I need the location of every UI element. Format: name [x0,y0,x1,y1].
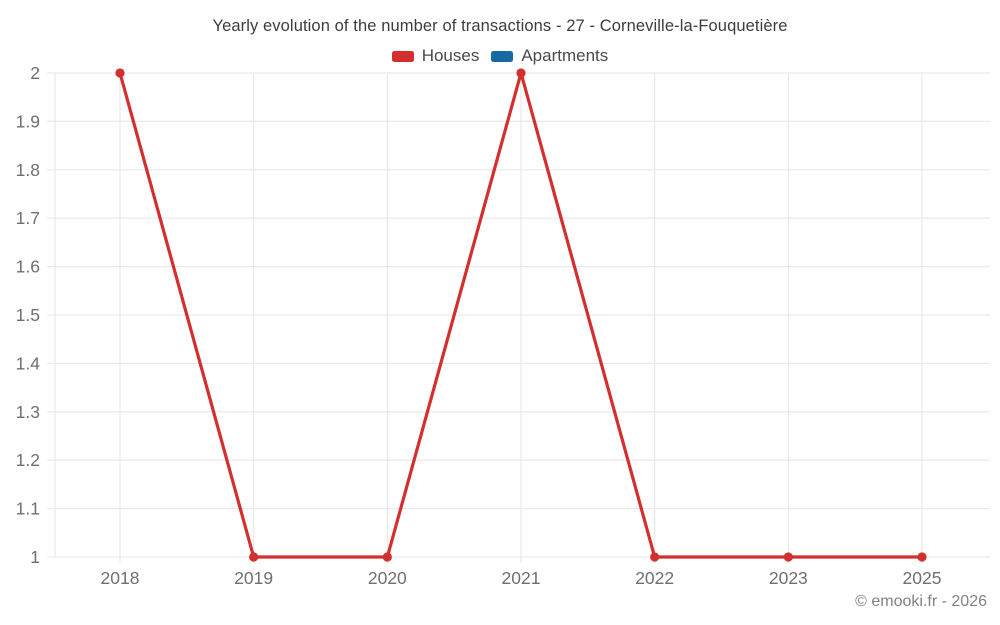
data-point-houses [382,552,392,562]
data-point-houses [650,552,660,562]
y-axis-tick-label: 1.5 [16,305,40,325]
y-axis-tick-label: 1.8 [16,160,40,180]
x-axis-tick-label: 2023 [769,568,808,588]
apartments-legend-label: Apartments [521,46,609,65]
x-axis-tick-label: 2019 [234,568,273,588]
data-point-houses [516,68,526,78]
y-axis-tick-label: 1.4 [16,353,41,373]
houses-legend-label: Houses [421,46,480,65]
y-axis-tick-label: 1.6 [16,257,40,277]
copyright-footer: © emooki.fr - 2026 [855,593,987,610]
y-axis-tick-label: 1 [30,547,40,567]
x-axis-tick-label: 2021 [502,568,541,588]
houses-series-swatch-icon [391,50,414,62]
y-axis-tick-label: 1.2 [16,450,40,470]
chart-title: Yearly evolution of the number of transa… [212,17,788,35]
x-axis-tick-label: 2022 [635,568,674,588]
data-point-houses [115,68,125,78]
apartments-series-swatch-icon [491,50,514,62]
x-axis-tick-label: 2020 [368,568,407,588]
y-axis-tick-label: 1.3 [16,402,40,422]
x-axis-tick-label: 2025 [903,568,942,588]
y-axis-tick-label: 1.7 [16,208,40,228]
legend-item-apartments[interactable]: Apartments [491,46,608,66]
y-axis-tick-label: 1.1 [16,499,40,519]
y-axis-tick-label: 2 [30,63,40,83]
data-point-houses [783,552,793,562]
y-axis-tick-label: 1.9 [16,111,40,131]
x-axis-tick-label: 2018 [101,568,140,588]
data-point-houses [249,552,259,562]
legend: Houses Apartments [0,45,1000,67]
data-point-houses [917,552,927,562]
legend-item-houses[interactable]: Houses [391,46,480,66]
